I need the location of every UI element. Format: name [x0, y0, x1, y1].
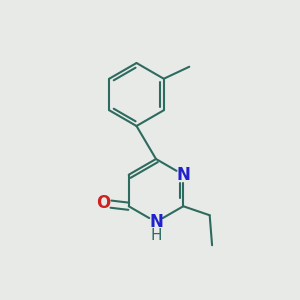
Text: N: N	[149, 213, 163, 231]
Text: H: H	[150, 228, 162, 243]
Text: N: N	[176, 166, 190, 184]
Text: O: O	[96, 194, 110, 212]
